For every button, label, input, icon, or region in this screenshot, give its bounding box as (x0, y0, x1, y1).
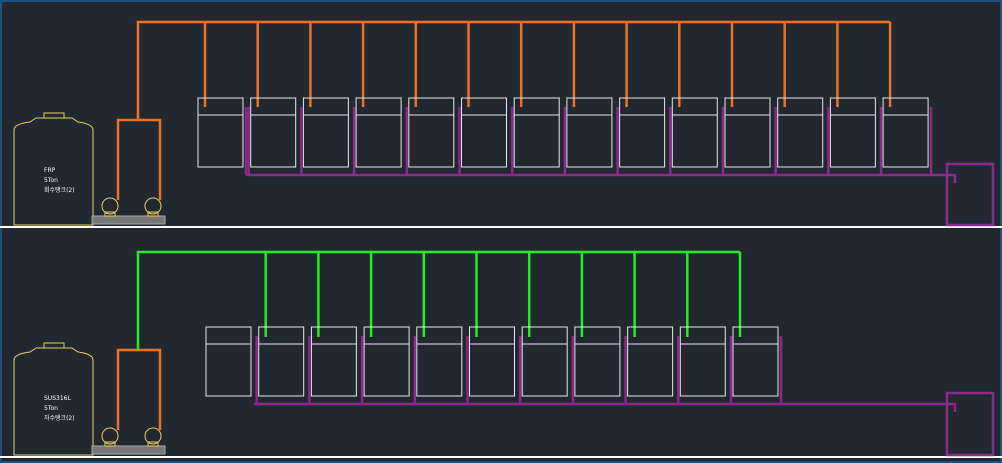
storage-tank (13, 347, 94, 456)
pump-foot (104, 211, 116, 217)
process-tank (258, 326, 305, 397)
tank-lid (43, 112, 65, 119)
drain-header (246, 173, 957, 183)
tank-capacity: 5Ton (44, 177, 58, 184)
process-tank (679, 326, 726, 397)
tank-material: FRP (44, 167, 56, 174)
process-tank (829, 97, 876, 168)
tank-lid (43, 342, 65, 349)
process-tank (250, 97, 297, 168)
process-tank (671, 97, 718, 168)
drain-header (254, 402, 957, 412)
recovery-tank (945, 391, 995, 457)
feed-header (136, 250, 740, 350)
tank-capacity: 5Ton (44, 405, 58, 412)
storage-tank (13, 117, 94, 226)
layout (13, 20, 995, 457)
pump (144, 427, 162, 445)
process-tank (777, 97, 824, 168)
process-tank (355, 97, 402, 168)
process-tank (302, 97, 349, 168)
tank-name: 자수탱크(2) (44, 414, 75, 422)
pump-foot (147, 441, 159, 447)
process-tank (619, 97, 666, 168)
pump (101, 197, 119, 215)
process-tank (521, 326, 568, 397)
process-tank (408, 97, 455, 168)
process-tank (627, 326, 674, 397)
process-tank (513, 97, 560, 168)
process-tank (566, 97, 613, 168)
process-tank (461, 97, 507, 168)
pump (144, 197, 162, 215)
process-tank (724, 97, 771, 168)
pump-base (91, 215, 166, 225)
process-tank (469, 326, 515, 397)
pump-foot (147, 211, 159, 217)
tank-name: 회수탱크(2) (44, 186, 75, 194)
pump (101, 427, 119, 445)
process-tank (205, 326, 252, 397)
process-tank (310, 326, 357, 397)
process-tank (882, 97, 929, 168)
process-tank (197, 97, 244, 168)
recovery-tank (945, 162, 995, 227)
pump-base (91, 445, 166, 455)
process-tank (416, 326, 463, 397)
tank-material: SUS316L (44, 395, 71, 402)
feed-header (136, 20, 891, 120)
process-tank (363, 326, 410, 397)
process-tank (574, 326, 621, 397)
pump-foot (104, 441, 116, 447)
process-tank (732, 326, 779, 397)
